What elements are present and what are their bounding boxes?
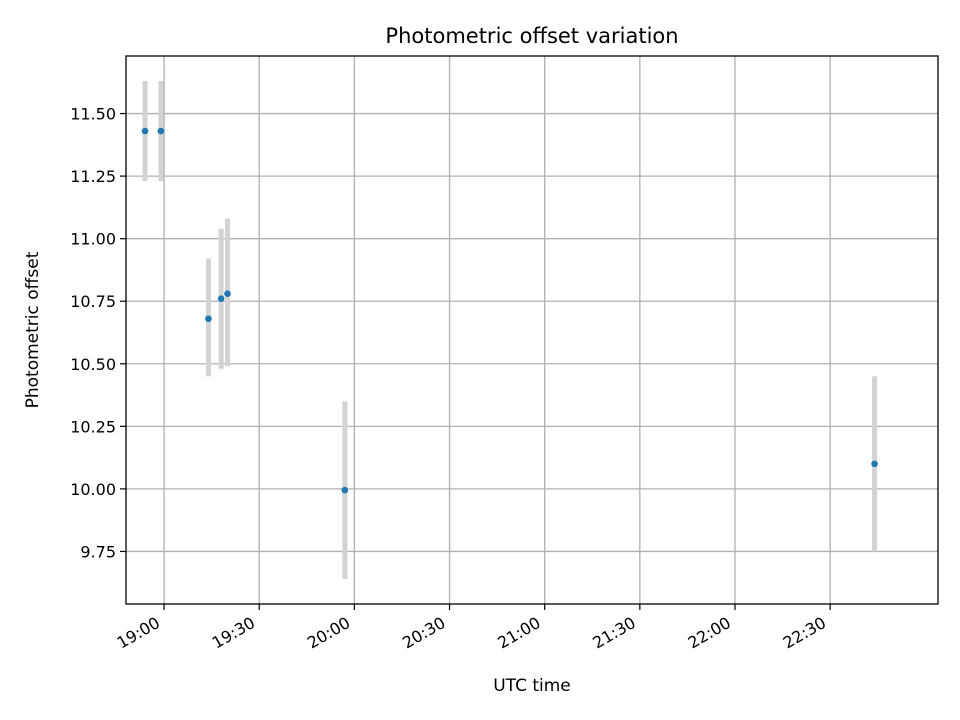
y-tick-label: 10.75	[70, 292, 116, 311]
chart-title: Photometric offset variation	[385, 24, 678, 48]
y-tick-label: 11.25	[70, 167, 116, 186]
y-tick-label: 10.00	[70, 480, 116, 499]
y-tick-label: 10.50	[70, 355, 116, 374]
data-point	[205, 315, 212, 323]
data-point	[871, 460, 878, 468]
plot-frame	[125, 55, 939, 605]
y-axis-label: Photometric offset	[23, 251, 43, 408]
y-tick-label: 10.25	[70, 417, 116, 436]
x-axis-label: UTC time	[493, 676, 571, 696]
y-tick-label: 9.75	[80, 542, 116, 561]
grid-lines	[126, 56, 938, 604]
data-point	[157, 127, 165, 135]
data-point	[141, 127, 149, 135]
data-point	[341, 486, 349, 494]
y-axis-ticks: 9.75 10.00 10.25 10.50 10.75 11.00 11.25 11.50	[70, 105, 126, 561]
y-tick-label: 11.50	[70, 105, 116, 124]
data-point	[217, 295, 225, 303]
data-points	[141, 127, 878, 494]
data-point	[224, 290, 231, 298]
y-tick-label: 11.00	[70, 230, 116, 249]
